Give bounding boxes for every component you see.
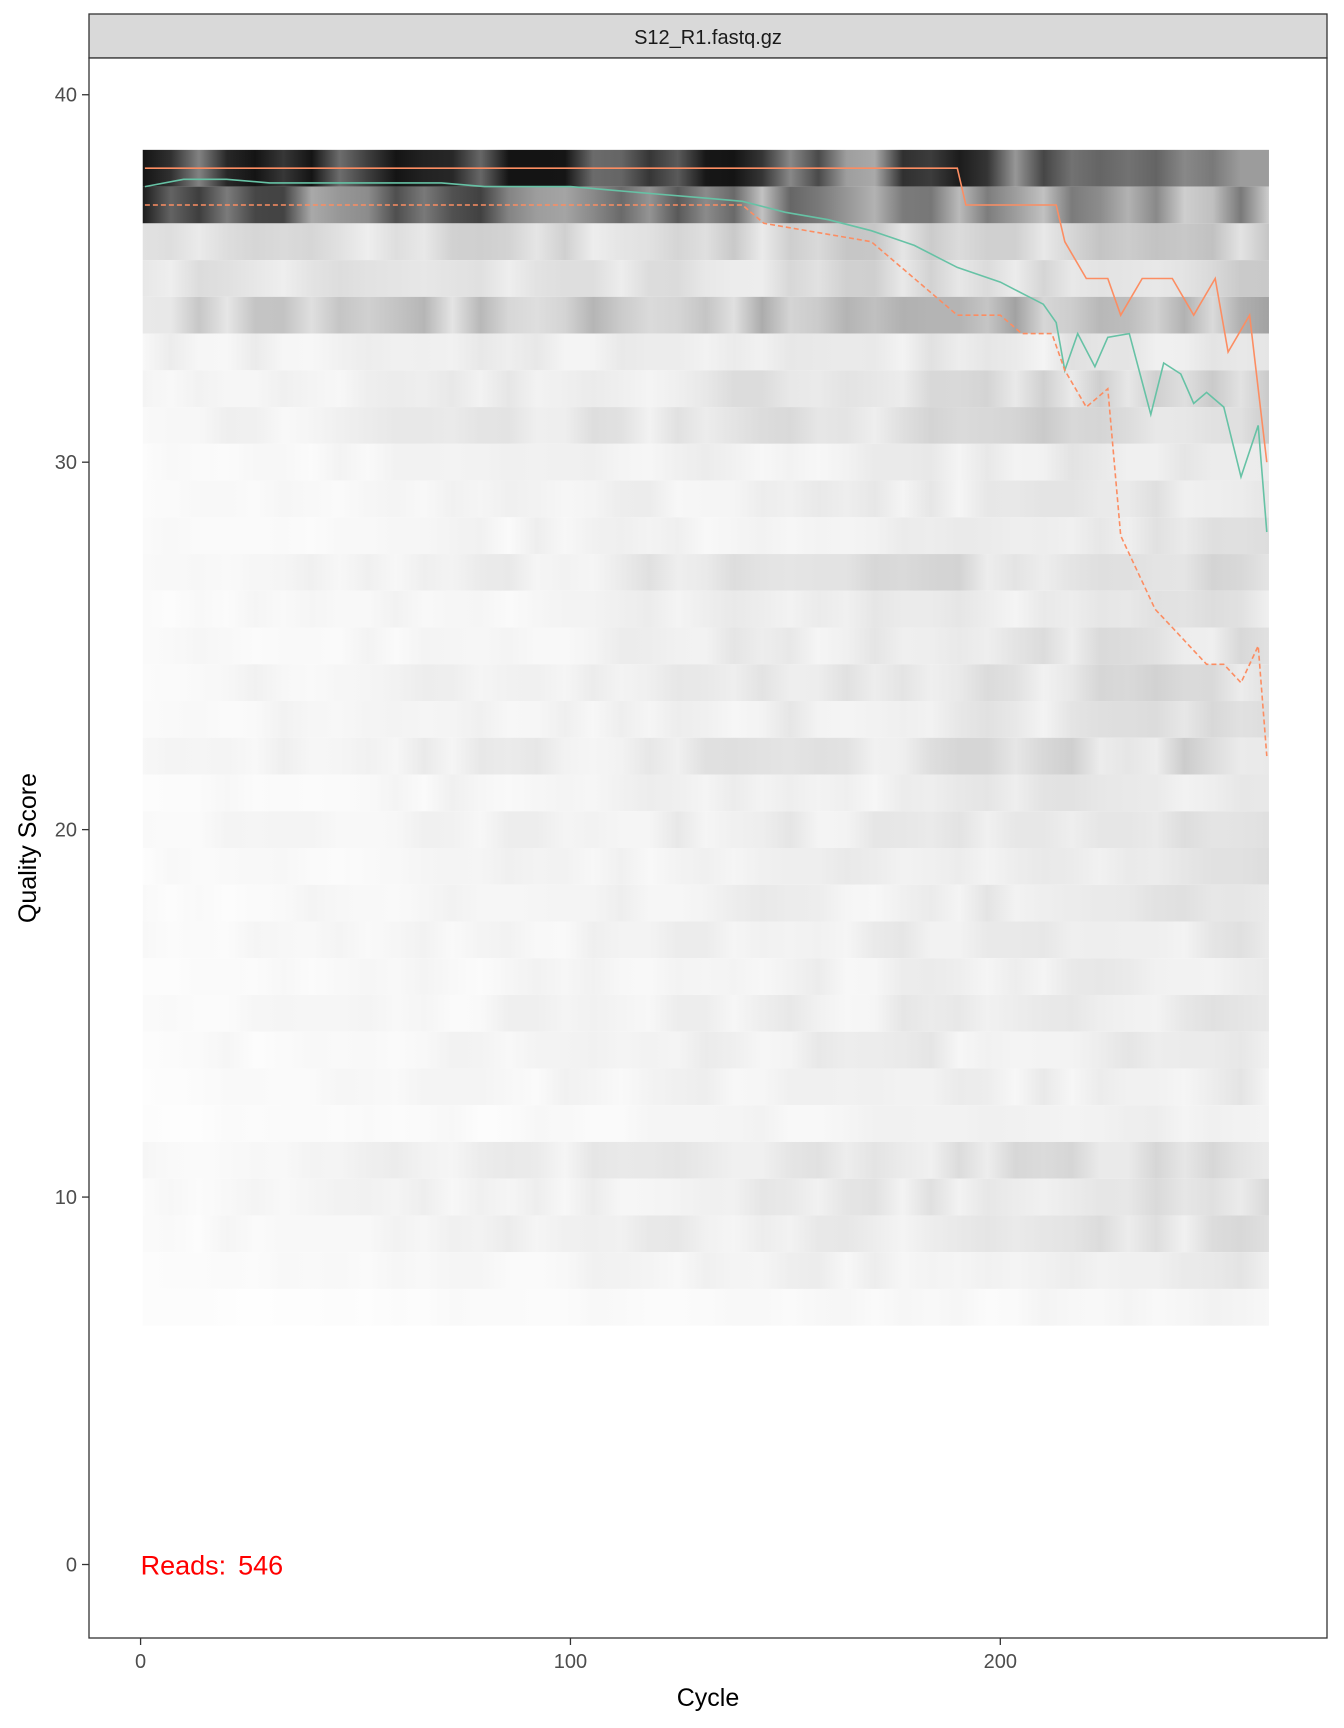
heatmap-band: [142, 443, 1269, 481]
heatmap-band: [142, 627, 1269, 665]
x-axis: 0 100 200: [135, 1638, 1017, 1673]
plot-panel-border: [88, 57, 1328, 1639]
y-tick-label: 40: [55, 85, 77, 107]
heatmap-band: [142, 1178, 1269, 1216]
quality-lines: [144, 167, 1268, 757]
y-tick-label: 20: [55, 820, 77, 842]
reads-annotation: Reads: 546: [141, 1551, 284, 1581]
y-axis-title: Quality Score: [14, 773, 42, 923]
x-tick-label: 100: [554, 1651, 587, 1673]
heatmap-band: [142, 223, 1269, 261]
y-axis: 0 10 20 30 40: [55, 85, 89, 1577]
heatmap-band: [142, 958, 1269, 995]
heatmap-band: [142, 480, 1269, 518]
heatmap-band: [142, 517, 1269, 555]
x-axis-title: Cycle: [677, 1684, 740, 1712]
heatmap-band: [142, 333, 1269, 371]
facet-strip: [88, 13, 1328, 59]
heatmap-band: [142, 407, 1269, 444]
heatmap-band: [142, 1068, 1269, 1106]
quality-series-line: [144, 204, 1268, 757]
x-tick-label: 0: [135, 1651, 146, 1673]
quality-series-line: [144, 167, 1268, 463]
heatmap-band: [142, 848, 1269, 885]
heatmap-band: [142, 921, 1269, 959]
y-tick-label: 10: [55, 1187, 77, 1209]
reads-annotation-count: 546: [238, 1551, 283, 1581]
heatmap-band: [142, 370, 1269, 408]
heatmap-band: [142, 884, 1269, 922]
x-tick-label: 200: [984, 1651, 1017, 1673]
heatmap-band: [142, 1252, 1269, 1289]
y-tick-label: 0: [66, 1555, 77, 1577]
heatmap-band: [142, 774, 1269, 812]
heatmap-band: [142, 554, 1269, 591]
heatmap-band: [142, 1288, 1269, 1326]
heatmap-band: [142, 1215, 1269, 1253]
heatmap-band: [142, 737, 1269, 775]
heatmap-band: [142, 260, 1269, 297]
heatmap-band: [142, 1105, 1269, 1142]
y-tick-label: 30: [55, 452, 77, 474]
heatmap-band: [142, 296, 1269, 334]
heatmap-band: [142, 811, 1269, 848]
heatmap-band: [142, 1031, 1269, 1069]
heatmap-band: [142, 1141, 1269, 1179]
quality-series-line: [144, 178, 1268, 533]
heatmap-band: [142, 664, 1269, 702]
heatmap-band: [142, 590, 1269, 628]
reads-annotation-label: Reads:: [141, 1551, 227, 1581]
facet-label: S12_R1.fastq.gz: [634, 27, 782, 49]
heatmap-band: [142, 701, 1269, 738]
quality-heatmap: [142, 149, 1269, 1326]
heatmap-band: [142, 994, 1269, 1032]
